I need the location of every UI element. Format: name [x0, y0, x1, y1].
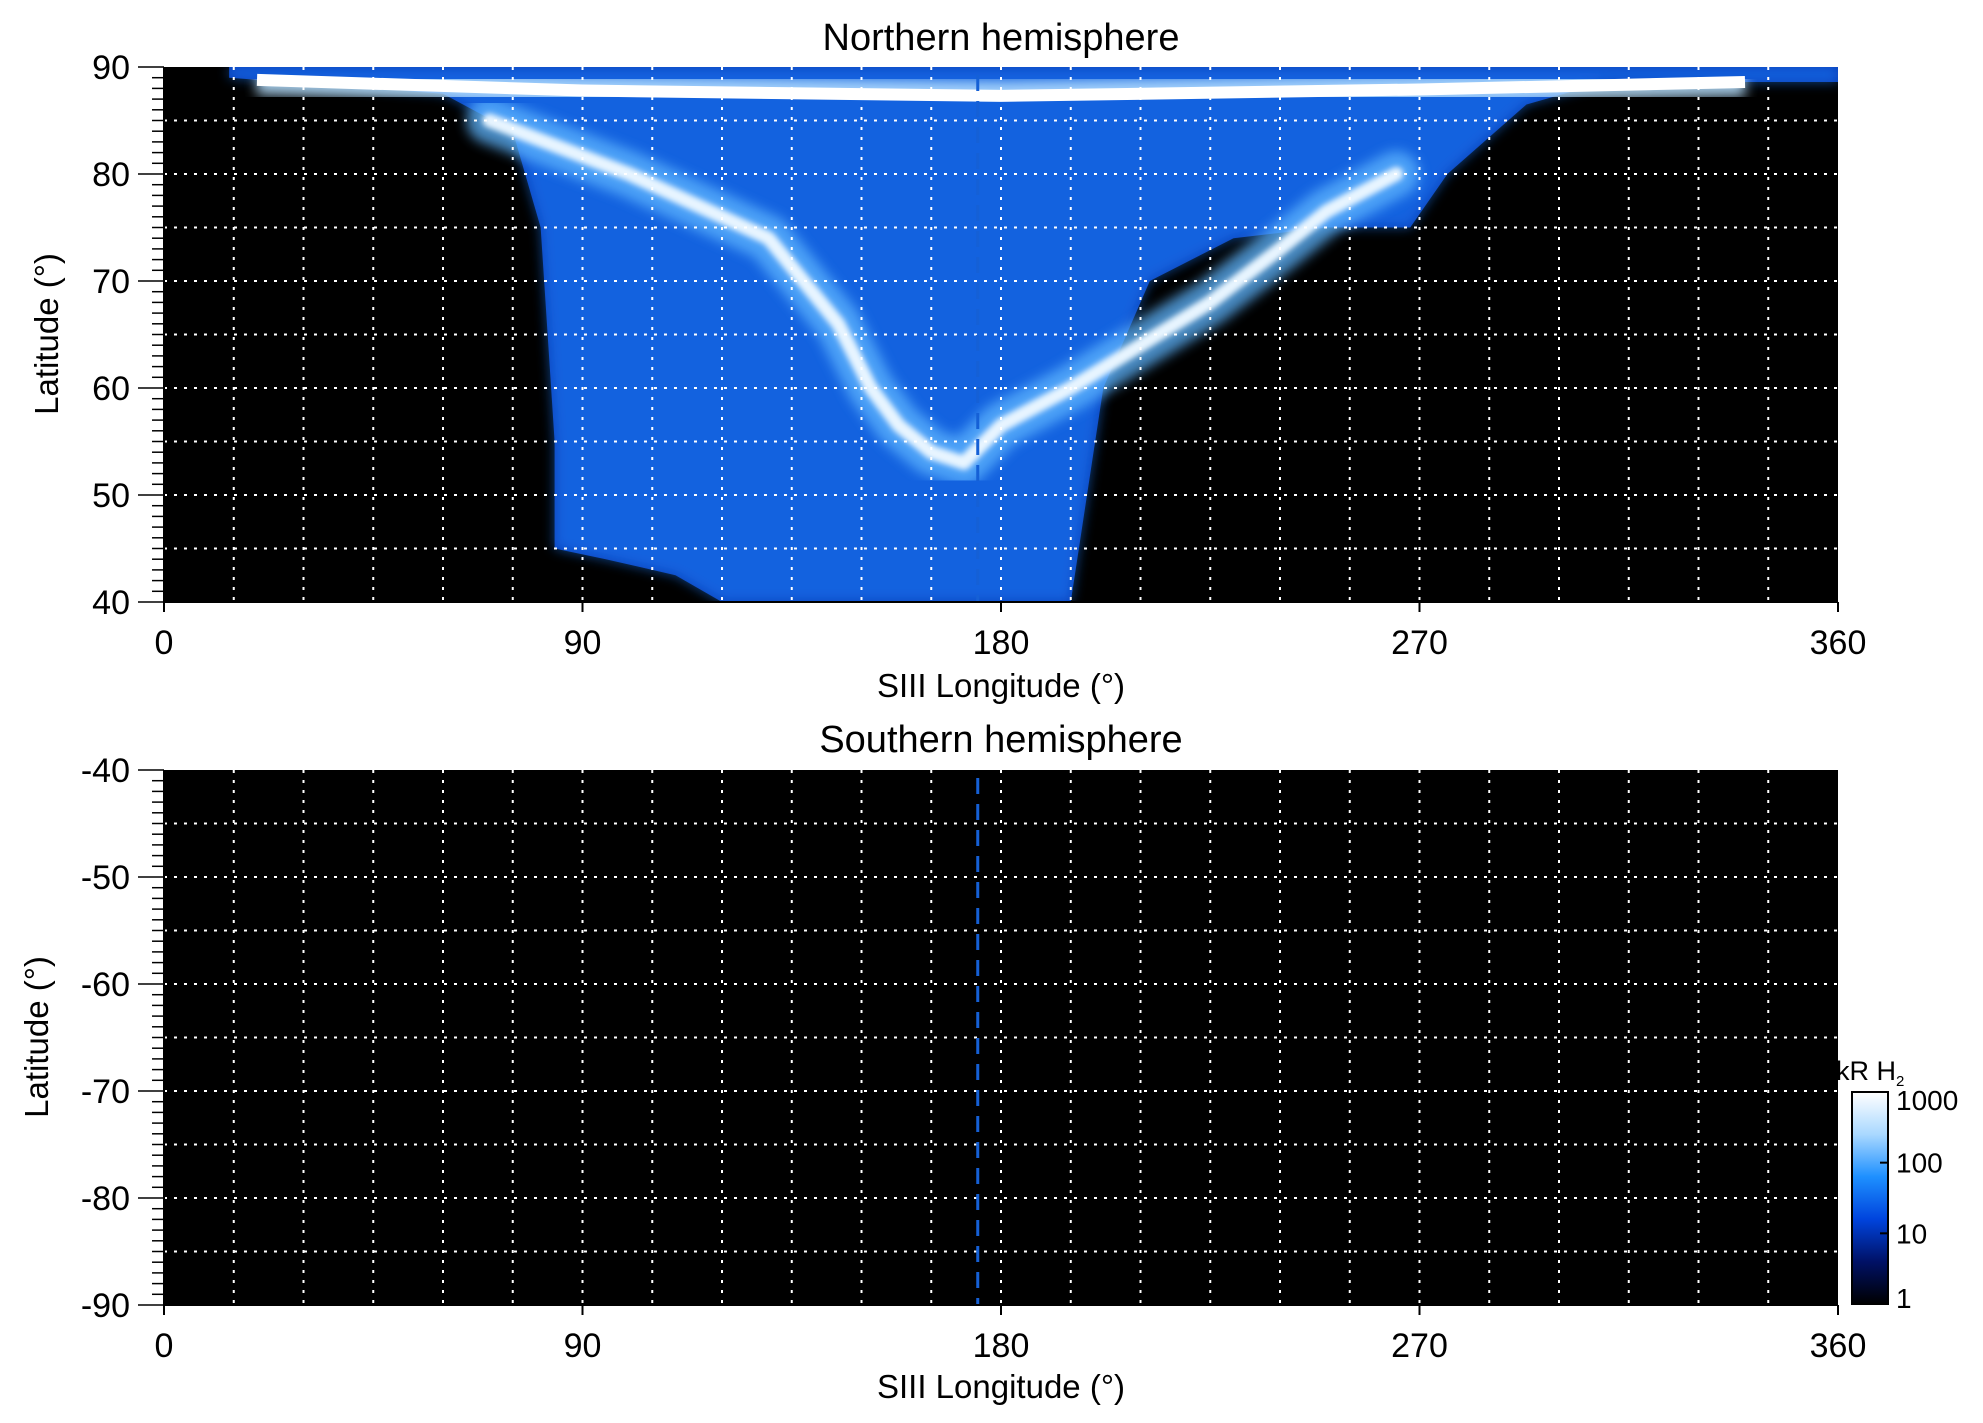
colorbar-tick-label: 1 [1896, 1283, 1912, 1314]
colorbar-tick-label: 100 [1896, 1148, 1943, 1179]
x-tick-label: 270 [1391, 624, 1448, 662]
main-oval [482, 113, 1404, 470]
north-x-axis-label: SIII Longitude (°) [877, 667, 1125, 704]
north-emission-map [229, 67, 1838, 602]
x-tick-label: 270 [1391, 1327, 1448, 1365]
colorbar-unit-label: kR H2 [1836, 1056, 1904, 1090]
x-tick-label: 90 [564, 1327, 602, 1365]
north-x-axis: 0 90 180 270 360 [155, 601, 1867, 662]
y-tick-label: 70 [92, 263, 130, 301]
colorbar: kR H2 1000 100 10 1 [1836, 1056, 1958, 1314]
y-tick-label: 80 [92, 156, 130, 194]
polar-bright-band-core [256, 73, 1746, 102]
colorbar-tick-label: 1000 [1896, 1085, 1958, 1116]
x-tick-label: 360 [1810, 1327, 1867, 1365]
x-tick-label: 0 [155, 624, 174, 662]
y-tick-label: 40 [92, 584, 130, 622]
colorbar-gradient [1851, 1091, 1889, 1305]
y-tick-label: 60 [92, 370, 130, 408]
colorbar-tick-label: 10 [1896, 1218, 1927, 1249]
y-tick-label: -90 [81, 1287, 130, 1325]
north-panel-title: Northern hemisphere [823, 17, 1180, 59]
y-tick-label: -50 [81, 859, 130, 897]
y-tick-label: -60 [81, 966, 130, 1004]
north-y-axis-label: Latitude (°) [28, 253, 65, 415]
south-panel-title: Southern hemisphere [819, 719, 1182, 761]
x-tick-label: 180 [973, 624, 1030, 662]
southern-hemisphere-panel: Southern hemisphere -40 -50 -60 -70 -80 -90 0… [18, 719, 1866, 1405]
x-tick-label: 0 [155, 1327, 174, 1365]
y-tick-label: -80 [81, 1180, 130, 1218]
south-y-axis-label: Latitude (°) [18, 956, 55, 1118]
y-tick-label: -40 [81, 752, 130, 790]
y-tick-label: 90 [92, 49, 130, 87]
x-tick-label: 180 [973, 1327, 1030, 1365]
y-tick-label: 50 [92, 477, 130, 515]
x-tick-label: 360 [1810, 624, 1867, 662]
northern-hemisphere-panel: Northern hemisphere 40 50 60 70 80 90 0 90 180 2… [28, 17, 1866, 704]
south-x-axis-label: SIII Longitude (°) [877, 1368, 1125, 1405]
south-y-axis: -40 -50 -60 -70 -80 -90 [81, 752, 165, 1325]
north-y-axis: 40 50 60 70 80 90 [92, 49, 165, 622]
x-tick-label: 90 [564, 624, 602, 662]
emission-glow [229, 67, 1838, 602]
south-x-axis: 0 90 180 270 360 [155, 1304, 1867, 1365]
south-plot-background [164, 770, 1838, 1305]
y-tick-label: -70 [81, 1073, 130, 1111]
